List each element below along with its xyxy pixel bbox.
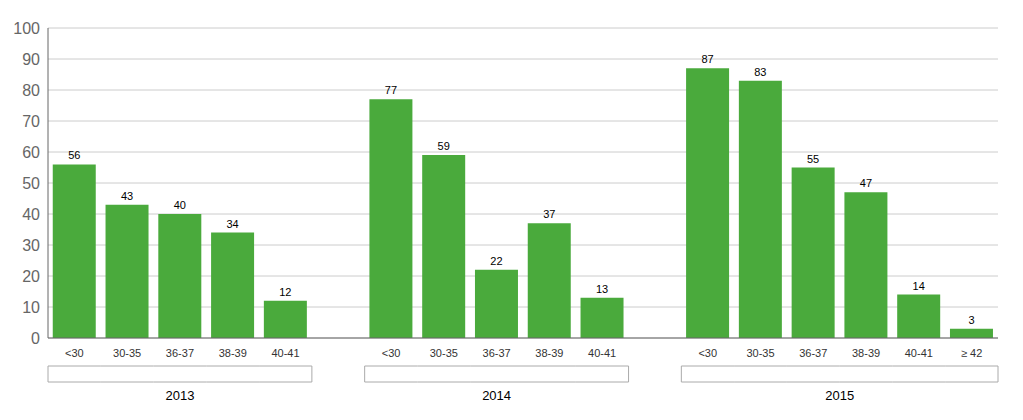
svg-text:3: 3 (968, 314, 974, 326)
svg-text:36-37: 36-37 (799, 347, 827, 359)
svg-text:60: 60 (22, 144, 40, 161)
svg-text:70: 70 (22, 113, 40, 130)
svg-text:40-41: 40-41 (271, 347, 299, 359)
svg-text:100: 100 (13, 20, 40, 37)
svg-text:37: 37 (543, 208, 555, 220)
svg-text:<30: <30 (698, 347, 717, 359)
svg-text:40-41: 40-41 (905, 347, 933, 359)
svg-text:59: 59 (438, 140, 450, 152)
svg-text:2015: 2015 (825, 388, 854, 403)
svg-text:55: 55 (807, 153, 819, 165)
svg-text:40: 40 (174, 199, 186, 211)
svg-text:38-39: 38-39 (852, 347, 880, 359)
svg-text:30-35: 30-35 (430, 347, 458, 359)
svg-text:77: 77 (385, 84, 397, 96)
svg-text:90: 90 (22, 51, 40, 68)
svg-text:30-35: 30-35 (746, 347, 774, 359)
svg-text:38-39: 38-39 (535, 347, 563, 359)
svg-text:36-37: 36-37 (483, 347, 511, 359)
svg-text:<30: <30 (382, 347, 401, 359)
svg-text:36-37: 36-37 (166, 347, 194, 359)
svg-text:38-39: 38-39 (219, 347, 247, 359)
svg-text:12: 12 (279, 286, 291, 298)
svg-text:14: 14 (913, 280, 925, 292)
svg-text:20: 20 (22, 268, 40, 285)
svg-text:40-41: 40-41 (588, 347, 616, 359)
svg-text:2013: 2013 (165, 388, 194, 403)
svg-text:30-35: 30-35 (113, 347, 141, 359)
svg-text:30: 30 (22, 237, 40, 254)
svg-text:47: 47 (860, 177, 872, 189)
svg-text:10: 10 (22, 299, 40, 316)
svg-text:2014: 2014 (482, 388, 511, 403)
svg-text:13: 13 (596, 283, 608, 295)
svg-text:43: 43 (121, 190, 133, 202)
svg-text:50: 50 (22, 175, 40, 192)
svg-text:<30: <30 (65, 347, 84, 359)
svg-text:0: 0 (31, 330, 40, 347)
svg-text:83: 83 (754, 66, 766, 78)
svg-text:34: 34 (226, 218, 238, 230)
svg-text:22: 22 (490, 255, 502, 267)
svg-text:87: 87 (701, 53, 713, 65)
svg-text:80: 80 (22, 82, 40, 99)
svg-text:56: 56 (68, 149, 80, 161)
svg-text:≥ 42: ≥ 42 (961, 347, 982, 359)
svg-text:40: 40 (22, 206, 40, 223)
